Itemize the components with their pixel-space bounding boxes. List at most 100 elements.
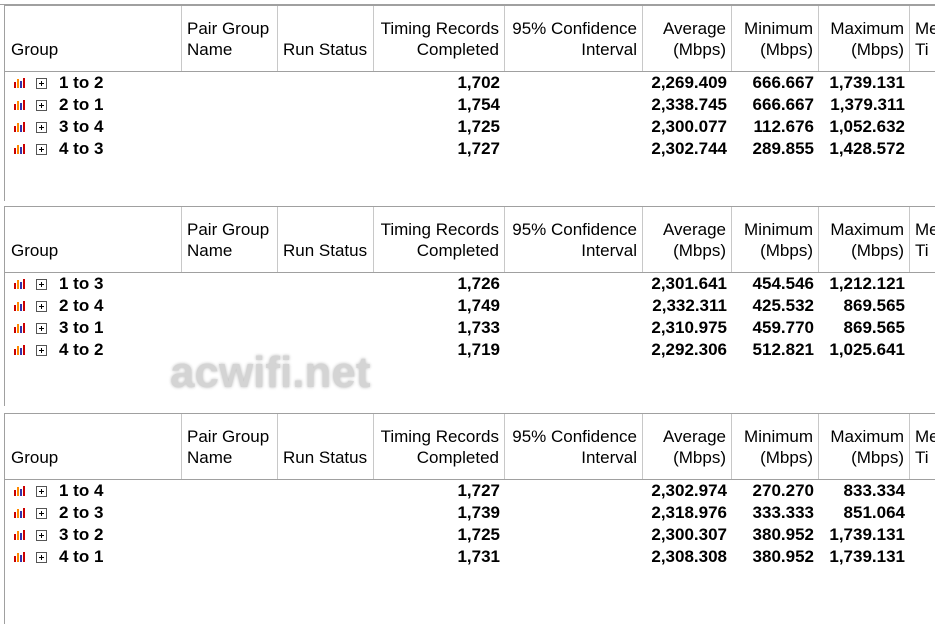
plus-v (41, 103, 42, 108)
header-text: Name (187, 40, 233, 59)
cell-value: 1,754 (457, 95, 500, 114)
expand-button[interactable] (36, 345, 47, 356)
icon-bar (20, 326, 22, 333)
icon-bar (17, 145, 19, 154)
header-row: Group Pair Group Name Run Status Timing Reco… (5, 414, 935, 480)
icon-bar (17, 531, 19, 540)
expand-button[interactable] (36, 486, 47, 497)
header-text: Maximum (830, 427, 904, 446)
header-text: (Mbps) (851, 241, 904, 260)
expand-button[interactable] (36, 100, 47, 111)
cell-value: 1,379.311 (830, 95, 905, 114)
cell-value: 380.952 (752, 547, 814, 566)
icon-bar (23, 323, 25, 333)
header-text: Minimum (744, 220, 813, 239)
chart-icon (14, 121, 26, 132)
column-separator (504, 207, 505, 272)
cell-value: 666.667 (752, 95, 814, 114)
cell-value: 2,332.311 (652, 296, 727, 315)
expand-button[interactable] (36, 279, 47, 290)
chart-icon (14, 99, 26, 110)
chart-icon (14, 278, 26, 289)
chart-icon (14, 507, 26, 518)
cell-value: 869.565 (843, 318, 905, 337)
icon-bar (14, 126, 16, 132)
plus-v (41, 147, 42, 152)
plus-v (41, 555, 42, 560)
icon-bar (20, 489, 22, 496)
expand-button[interactable] (36, 508, 47, 519)
pair-name: 3 to 2 (59, 525, 104, 544)
header-text: Name (187, 448, 233, 467)
cell-value: 833.334 (843, 481, 905, 500)
column-separator (642, 414, 643, 479)
expand-button[interactable] (36, 122, 47, 133)
header-text: (Mbps) (760, 40, 813, 59)
header-text: Minimum (744, 427, 813, 446)
icon-bar (20, 511, 22, 518)
cell-value: 380.952 (752, 525, 814, 544)
icon-bar (17, 123, 19, 132)
expand-button[interactable] (36, 530, 47, 541)
expand-button[interactable] (36, 552, 47, 563)
column-separator (731, 414, 732, 479)
watermark: acwifi.net (170, 348, 371, 397)
icon-bar (17, 346, 19, 355)
icon-bar (17, 553, 19, 562)
expand-button[interactable] (36, 301, 47, 312)
pair-name: 3 to 1 (59, 318, 104, 337)
chart-icon (14, 485, 26, 496)
icon-bar (14, 82, 16, 88)
expand-button[interactable] (36, 144, 47, 155)
icon-bar (17, 302, 19, 311)
expand-button[interactable] (36, 323, 47, 334)
icon-bar (20, 533, 22, 540)
chart-icon (14, 322, 26, 333)
header-text: Me (915, 427, 935, 446)
cell-value: 2,318.976 (651, 503, 727, 522)
header-text: Run Status (283, 241, 368, 260)
header-text: Maximum (830, 220, 904, 239)
icon-bar (20, 125, 22, 132)
table: Group Pair Group Name Run Status Timing Reco… (4, 5, 935, 201)
column-separator (277, 207, 278, 272)
cell-value: 1,731 (457, 547, 500, 566)
header-text: (Mbps) (673, 40, 726, 59)
column-separator (373, 207, 374, 272)
pair-name: 3 to 4 (59, 117, 104, 136)
pair-name: 4 to 3 (59, 139, 104, 158)
chart-icon (14, 529, 26, 540)
icon-bar (14, 104, 16, 110)
icon-bar (14, 490, 16, 496)
plus-v (41, 348, 42, 353)
cell-value: 1,725 (457, 117, 500, 136)
cell-value: 1,739.131 (829, 73, 905, 92)
header-text: Run Status (283, 448, 368, 467)
header-text: (Mbps) (851, 448, 904, 467)
header-text: Average (662, 427, 726, 446)
icon-bar (17, 487, 19, 496)
cell-value: 1,749 (457, 296, 500, 315)
column-separator (181, 207, 182, 272)
icon-bar (14, 148, 16, 154)
cell-value: 2,310.975 (651, 318, 727, 337)
chart-icon (14, 77, 26, 88)
cell-value: 512.821 (752, 340, 814, 359)
pair-name: 2 to 4 (59, 296, 104, 315)
header-text: 95% Confidence (512, 427, 637, 446)
header-text: Average (662, 220, 726, 239)
icon-bar (20, 348, 22, 355)
header-text: Pair Group (187, 427, 270, 446)
icon-bar (14, 349, 16, 355)
cell-value: 270.270 (752, 481, 814, 500)
expand-button[interactable] (36, 78, 47, 89)
icon-bar (23, 100, 25, 110)
header-text: Name (187, 241, 233, 260)
chart-icon (14, 551, 26, 562)
header-text: Completed (416, 40, 499, 59)
plus-v (41, 511, 42, 516)
icon-bar (14, 283, 16, 289)
cell-value: 2,300.077 (651, 117, 727, 136)
header-text: Minimum (744, 19, 813, 38)
